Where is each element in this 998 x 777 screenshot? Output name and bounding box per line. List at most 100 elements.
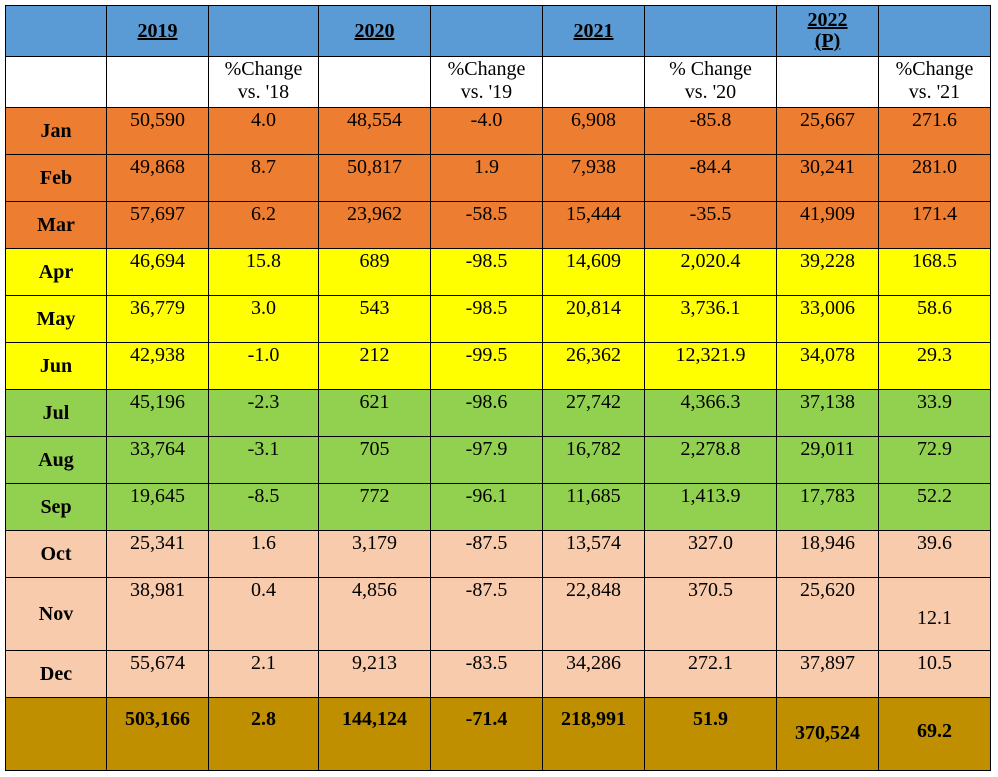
table-cell: -97.9: [430, 436, 543, 484]
table-cell: 33,764: [106, 436, 209, 484]
table-cell: 55,674: [106, 650, 209, 698]
table-cell: -83.5: [430, 650, 543, 698]
table-cell: 34,078: [776, 342, 879, 390]
table-cell: 25,667: [776, 107, 879, 155]
table-cell: 58.6: [878, 295, 991, 343]
subheader-line: vs. '21: [908, 81, 961, 103]
table-cell: -87.5: [430, 530, 543, 578]
month-label: Feb: [5, 154, 107, 202]
table-cell: 168.5: [878, 248, 991, 296]
table-cell: -3.1: [208, 436, 319, 484]
total-cell: 503,166: [106, 697, 209, 771]
table-cell: 1.6: [208, 530, 319, 578]
table-cell: 16,782: [542, 436, 645, 484]
table-cell: 33,006: [776, 295, 879, 343]
subheader-pct-change-20: % Change vs. '20: [644, 56, 777, 108]
table-cell: 370.5: [644, 577, 777, 651]
header-blank: [644, 5, 777, 57]
table-cell: 15,444: [542, 201, 645, 249]
total-cell: 69.2: [878, 697, 991, 771]
table-cell: 1.9: [430, 154, 543, 202]
table-cell: 15.8: [208, 248, 319, 296]
table-cell: 11,685: [542, 483, 645, 531]
table-cell: 29.3: [878, 342, 991, 390]
table-cell: -98.6: [430, 389, 543, 437]
table-cell: -4.0: [430, 107, 543, 155]
table-cell: 772: [318, 483, 431, 531]
header-2022: 2022 (P): [776, 5, 879, 57]
table-cell: 37,897: [776, 650, 879, 698]
table-cell: 27,742: [542, 389, 645, 437]
header-row: 2019 2020 2021 2022 (P): [5, 5, 991, 57]
header-2022-suffix: (P): [814, 30, 841, 52]
total-cell: -71.4: [430, 697, 543, 771]
month-label: Jan: [5, 107, 107, 155]
table-cell: 34,286: [542, 650, 645, 698]
table-cell: -2.3: [208, 389, 319, 437]
table-cell: -96.1: [430, 483, 543, 531]
subheader-pct-change-19: %Change vs. '19: [430, 56, 543, 108]
subheader-blank: [776, 56, 879, 108]
header-2021: 2021: [542, 5, 645, 57]
table-cell: 42,938: [106, 342, 209, 390]
table-cell: 14,609: [542, 248, 645, 296]
table-cell: -84.4: [644, 154, 777, 202]
table-cell: 6,908: [542, 107, 645, 155]
table-cell: 12,321.9: [644, 342, 777, 390]
month-label: Oct: [5, 530, 107, 578]
table-cell: 3,736.1: [644, 295, 777, 343]
total-cell: 51.9: [644, 697, 777, 771]
table-cell: 36,779: [106, 295, 209, 343]
table-cell: 271.6: [878, 107, 991, 155]
table-cell: 30,241: [776, 154, 879, 202]
table-cell: 9,213: [318, 650, 431, 698]
table-cell: 23,962: [318, 201, 431, 249]
monthly-data-table: 2019 2020 2021 2022 (P) %Change vs. '18 %…: [5, 5, 991, 771]
table-cell: 18,946: [776, 530, 879, 578]
table-cell: 13,574: [542, 530, 645, 578]
table-cell: 2.1: [208, 650, 319, 698]
subheader-blank: [5, 56, 107, 108]
table-cell: 0.4: [208, 577, 319, 651]
table-cell: 7,938: [542, 154, 645, 202]
table-cell: -1.0: [208, 342, 319, 390]
table-row: Sep 19,645 -8.5 772 -96.1 11,685 1,413.9 17,783…: [5, 483, 991, 531]
table-cell: 281.0: [878, 154, 991, 202]
table-cell: 2,278.8: [644, 436, 777, 484]
header-2019: 2019: [106, 5, 209, 57]
table-cell: 2,020.4: [644, 248, 777, 296]
table-row: Mar 57,697 6.2 23,962 -58.5 15,444 -35.5 41,909…: [5, 201, 991, 249]
table-cell: 10.5: [878, 650, 991, 698]
month-label: Apr: [5, 248, 107, 296]
table-cell: 48,554: [318, 107, 431, 155]
month-label: Nov: [5, 577, 107, 651]
table-cell: 705: [318, 436, 431, 484]
month-label: May: [5, 295, 107, 343]
table-cell: 29,011: [776, 436, 879, 484]
total-cell: 370,524: [776, 697, 879, 771]
table-cell: 41,909: [776, 201, 879, 249]
table-cell: 4,366.3: [644, 389, 777, 437]
table-row: May 36,779 3.0 543 -98.5 20,814 3,736.1 33,006 5…: [5, 295, 991, 343]
table-row: Apr 46,694 15.8 689 -98.5 14,609 2,020.4 39,228…: [5, 248, 991, 296]
table-cell: 4,856: [318, 577, 431, 651]
subheader-line: vs. '20: [684, 81, 737, 103]
header-2020-label: 2020: [354, 20, 395, 42]
table-cell: 25,620: [776, 577, 879, 651]
table-cell: 621: [318, 389, 431, 437]
subheader-line: vs. '18: [237, 81, 290, 103]
table-cell: 689: [318, 248, 431, 296]
subheader-pct-change-18: %Change vs. '18: [208, 56, 319, 108]
table-cell: 12.1: [878, 577, 991, 651]
month-label: Jun: [5, 342, 107, 390]
table-cell: 272.1: [644, 650, 777, 698]
header-2019-label: 2019: [137, 20, 178, 42]
month-label: Dec: [5, 650, 107, 698]
subheader-row: %Change vs. '18 %Change vs. '19 % Change vs…: [5, 56, 991, 108]
table-cell: 20,814: [542, 295, 645, 343]
table-cell: 72.9: [878, 436, 991, 484]
total-label-blank: [5, 697, 107, 771]
table-row: Jan 50,590 4.0 48,554 -4.0 6,908 -85.8 25,667 27…: [5, 107, 991, 155]
table-cell: -35.5: [644, 201, 777, 249]
table-cell: -99.5: [430, 342, 543, 390]
